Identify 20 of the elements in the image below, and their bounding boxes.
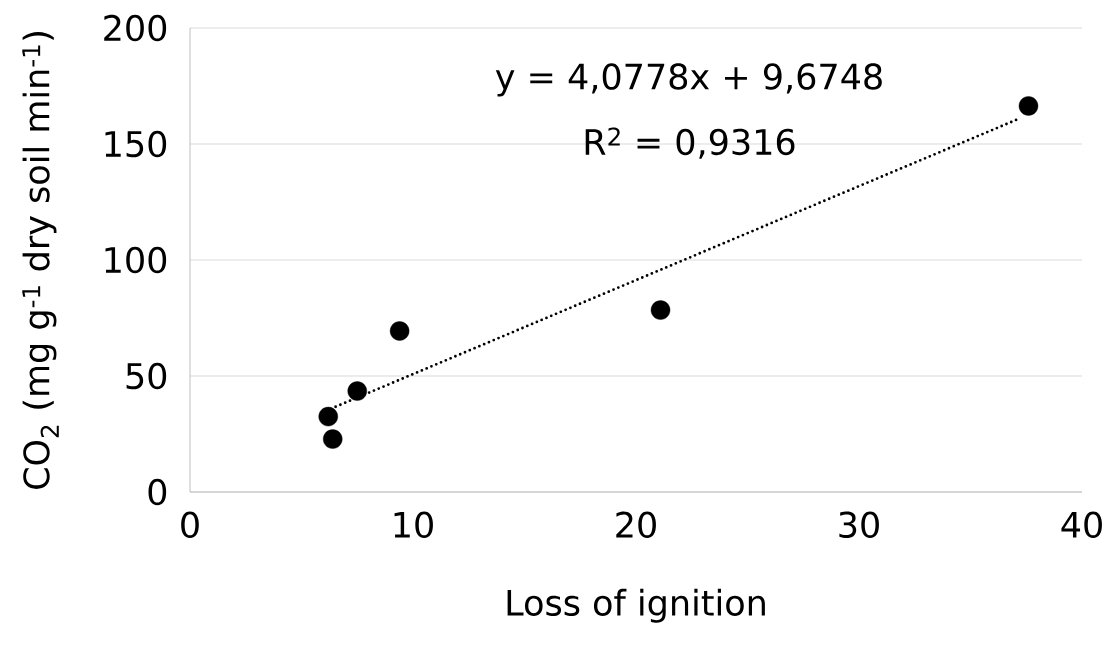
point <box>389 321 410 341</box>
annotation: R$^{2}$ = 0,9316 <box>585 127 795 159</box>
y-tick-label: 50 <box>126 362 167 390</box>
point <box>1018 96 1039 116</box>
x-tick-label: 0 <box>181 511 199 539</box>
x-tick-label: 30 <box>839 511 879 539</box>
y-tick-label: 0 <box>148 478 167 506</box>
x-axis-title: Loss of ignition <box>507 588 765 623</box>
point <box>318 406 338 427</box>
x-tick-label: 40 <box>1061 511 1102 539</box>
x-tick-label: 20 <box>616 511 656 539</box>
point <box>347 381 367 401</box>
y-tick-label: 100 <box>105 246 167 274</box>
y-tick-label: 200 <box>104 14 167 42</box>
point <box>323 429 343 449</box>
x-tick-label: 10 <box>394 511 433 539</box>
annotation: y = 4,0778x + 9,6748 <box>495 63 882 97</box>
y-axis-title: CO$_{2}$ (mg g$^{-1}$ dry soil min$^{-1}$) <box>22 32 59 489</box>
y-tick-label: 150 <box>105 130 167 158</box>
point <box>650 300 671 320</box>
